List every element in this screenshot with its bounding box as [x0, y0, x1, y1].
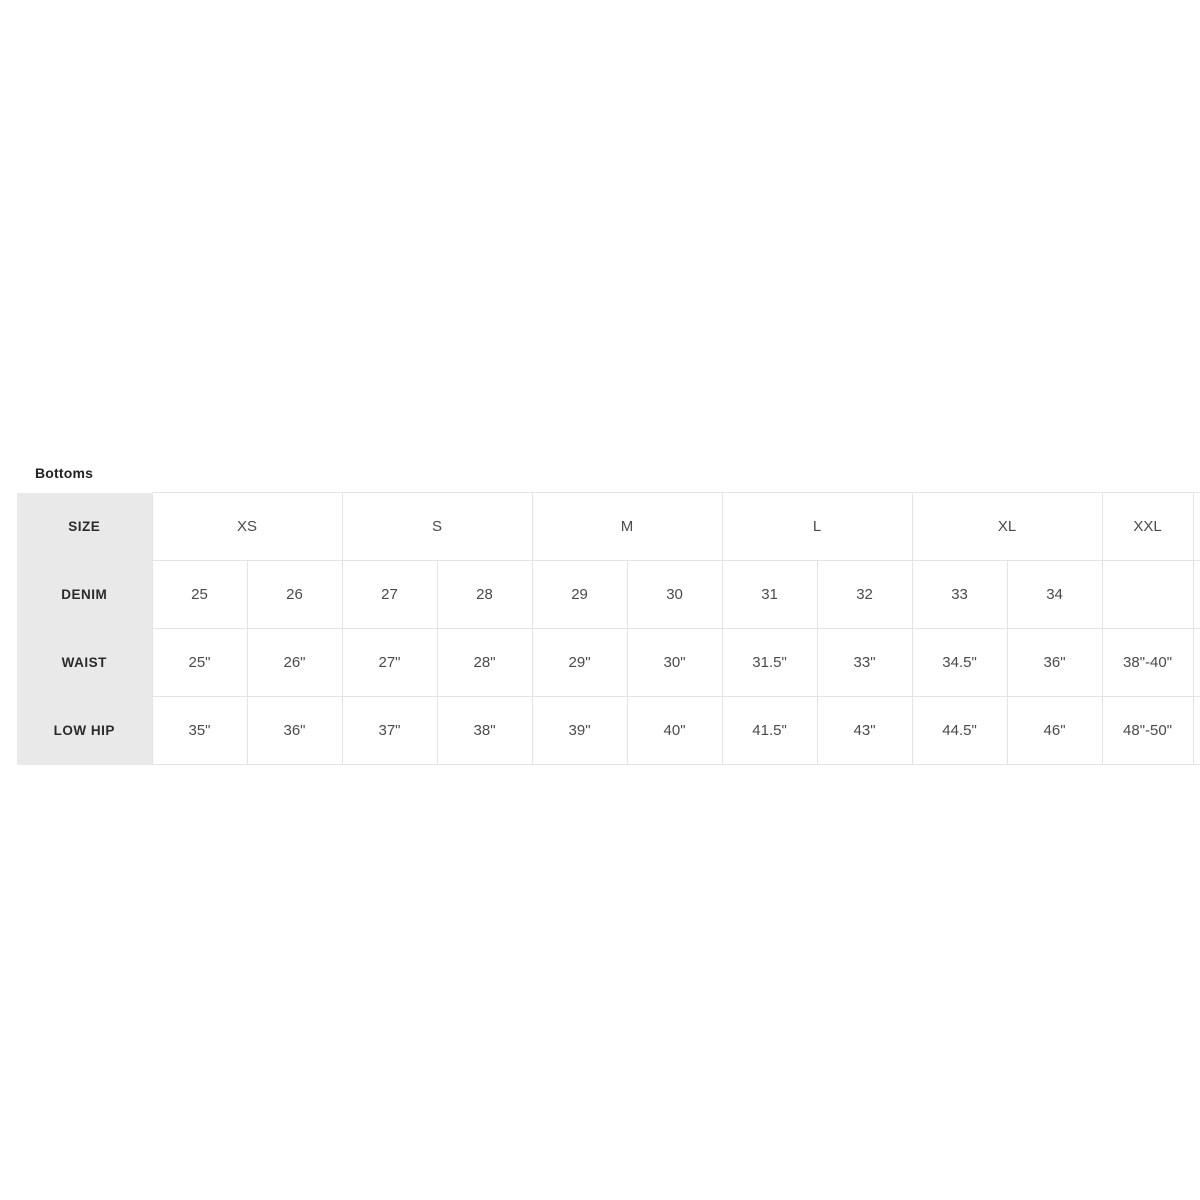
low-hip-cell: 40" — [626, 696, 723, 765]
low-hip-cell: 41.5" — [721, 696, 818, 765]
size-chart-table: SIZE XS S M L XL XXL DENIM 25 26 27 28 2… — [17, 492, 1200, 765]
low-hip-cell: 44.5" — [911, 696, 1008, 765]
waist-cell-cutoff — [1192, 628, 1200, 697]
waist-cell: 28" — [436, 628, 533, 697]
low-hip-cell: 39" — [531, 696, 628, 765]
size-group-l: L — [721, 492, 913, 561]
size-chart-container: SIZE XS S M L XL XXL DENIM 25 26 27 28 2… — [17, 492, 1200, 765]
low-hip-cell-cutoff — [1192, 696, 1200, 765]
denim-cell-cutoff — [1192, 560, 1200, 629]
waist-cell: 34.5" — [911, 628, 1008, 697]
size-group-cutoff — [1192, 492, 1200, 561]
waist-cell: 31.5" — [721, 628, 818, 697]
waist-cell: 36" — [1006, 628, 1103, 697]
low-hip-cell: 46" — [1006, 696, 1103, 765]
row-header-waist: WAIST — [17, 628, 152, 697]
size-group-m: M — [531, 492, 723, 561]
denim-cell: 31 — [721, 560, 818, 629]
waist-cell: 30" — [626, 628, 723, 697]
section-title: Bottoms — [35, 465, 94, 481]
low-hip-cell-xxl: 48"-50" — [1101, 696, 1194, 765]
low-hip-cell: 43" — [816, 696, 913, 765]
denim-cell: 25 — [151, 560, 248, 629]
row-header-size: SIZE — [17, 492, 152, 561]
denim-cell: 33 — [911, 560, 1008, 629]
size-group-xl: XL — [911, 492, 1103, 561]
denim-cell: 26 — [246, 560, 343, 629]
row-header-low-hip: LOW HIP — [17, 696, 152, 765]
size-group-xs: XS — [151, 492, 343, 561]
size-row: SIZE XS S M L XL XXL — [17, 492, 1200, 561]
waist-cell: 33" — [816, 628, 913, 697]
size-group-xxl: XXL — [1101, 492, 1194, 561]
denim-cell-xxl — [1101, 560, 1194, 629]
denim-cell: 28 — [436, 560, 533, 629]
waist-cell: 29" — [531, 628, 628, 697]
waist-cell: 25" — [151, 628, 248, 697]
row-header-denim: DENIM — [17, 560, 152, 629]
low-hip-cell: 38" — [436, 696, 533, 765]
denim-cell: 27 — [341, 560, 438, 629]
denim-cell: 34 — [1006, 560, 1103, 629]
waist-cell: 26" — [246, 628, 343, 697]
low-hip-cell: 36" — [246, 696, 343, 765]
denim-cell: 29 — [531, 560, 628, 629]
denim-cell: 30 — [626, 560, 723, 629]
size-group-s: S — [341, 492, 533, 561]
denim-row: DENIM 25 26 27 28 29 30 31 32 33 34 — [17, 560, 1200, 629]
low-hip-row: LOW HIP 35" 36" 37" 38" 39" 40" 41.5" 43… — [17, 696, 1200, 765]
waist-cell: 27" — [341, 628, 438, 697]
waist-cell-xxl: 38"-40" — [1101, 628, 1194, 697]
low-hip-cell: 35" — [151, 696, 248, 765]
waist-row: WAIST 25" 26" 27" 28" 29" 30" 31.5" 33" … — [17, 628, 1200, 697]
low-hip-cell: 37" — [341, 696, 438, 765]
denim-cell: 32 — [816, 560, 913, 629]
